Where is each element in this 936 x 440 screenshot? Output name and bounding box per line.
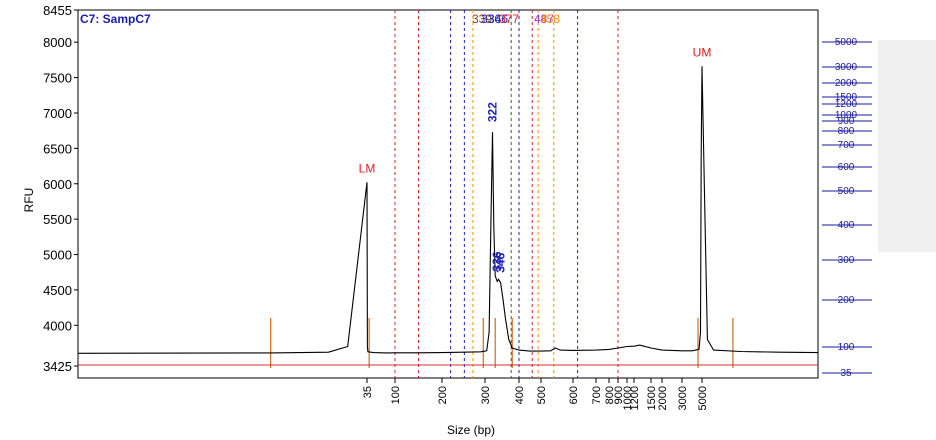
- x-tick-label: 2000: [657, 386, 669, 410]
- peak-label: 322: [485, 102, 499, 122]
- y-tick-label: 5500: [43, 212, 72, 227]
- x-tick-label: 500: [536, 386, 548, 404]
- y-tick-label: 6000: [43, 177, 72, 192]
- trace-group: [77, 66, 819, 366]
- y-axis-title: RFU: [22, 188, 36, 213]
- right-tick-label: 600: [838, 162, 855, 173]
- x-tick-label: 3000: [677, 386, 689, 410]
- peak-label: UM: [693, 45, 712, 59]
- top-size-label: 339: [472, 12, 492, 26]
- right-tick-label: 500: [838, 186, 855, 197]
- marker-lines: [270, 318, 734, 368]
- x-tick-label: 300: [480, 386, 492, 404]
- x-tick-label: 700: [591, 386, 603, 404]
- y-tick-label: 5000: [43, 248, 72, 263]
- y-tick-label: 8000: [43, 35, 72, 50]
- x-tick-label: 200: [437, 386, 449, 404]
- right-tick-label: 5000: [835, 37, 858, 48]
- rfu-trace-line: [77, 66, 819, 354]
- right-tick-label: 1000: [835, 110, 858, 121]
- right-tick-label: 100: [838, 342, 855, 353]
- x-tick-label: 900: [613, 386, 625, 404]
- x-axis-title: Size (bp): [447, 423, 495, 437]
- y-tick-label: 6500: [43, 141, 72, 156]
- x-tick-label: 1200: [629, 386, 641, 410]
- y-axis-ticks: 8455 8000 7500 7000 6500 6000 5500 5000 4500 4000…: [43, 3, 78, 374]
- right-tick-label: 400: [838, 220, 855, 231]
- plot-background: [77, 9, 819, 379]
- right-tick-label: 700: [838, 140, 855, 151]
- x-tick-label: 800: [604, 386, 616, 404]
- x-tick-label: 600: [568, 386, 580, 404]
- right-tick-label: 1200: [835, 99, 858, 110]
- x-tick-label: 35: [362, 386, 374, 398]
- top-size-label: 458: [540, 12, 560, 26]
- right-tick-label: 1500: [835, 92, 858, 103]
- top-size-label: 377: [499, 12, 519, 26]
- right-tick-label: 35: [840, 368, 852, 379]
- right-tick-label: 2000: [835, 78, 858, 89]
- x-tick-label: 400: [514, 386, 526, 404]
- x-tick-label: 1000: [622, 386, 634, 410]
- y-tick-label: 7000: [43, 106, 72, 121]
- region-lines: [394, 10, 619, 378]
- y-tick-label: 4000: [43, 318, 72, 333]
- scrollbar-track[interactable]: [878, 40, 936, 252]
- y-tick-label: 7500: [43, 71, 72, 86]
- right-tick-label: 3000: [835, 62, 858, 73]
- top-size-label: 336: [481, 12, 501, 26]
- right-tick-label: 900: [838, 116, 855, 127]
- peak-label: 346: [494, 253, 508, 273]
- y-tick-label: 8455: [43, 3, 72, 18]
- top-size-label: 487: [534, 12, 554, 26]
- y-tick-label: 4500: [43, 283, 72, 298]
- x-tick-label: 100: [390, 386, 402, 404]
- top-size-label: 346: [488, 12, 508, 26]
- right-tick-label: 300: [838, 255, 855, 266]
- right-tick-label: 800: [838, 126, 855, 137]
- right-tick-label: 200: [838, 295, 855, 306]
- x-tick-label: 1500: [646, 386, 658, 410]
- y-tick-label: 3425: [43, 359, 72, 374]
- x-tick-label: 5000: [697, 386, 709, 410]
- peak-label: LM: [359, 161, 376, 175]
- peak-label: 336: [490, 251, 504, 271]
- sample-title: C7: SampC7: [80, 12, 151, 26]
